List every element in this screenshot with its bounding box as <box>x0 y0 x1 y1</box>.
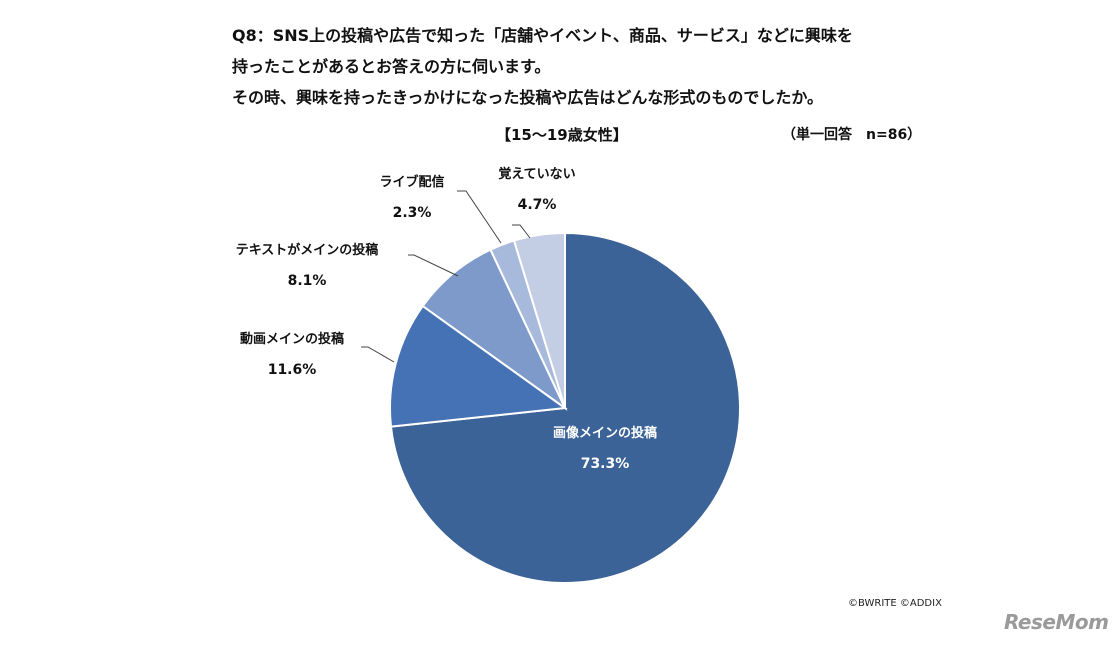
slice-value-label: 4.7% <box>518 197 557 213</box>
pie-slice <box>389 304 568 428</box>
question-line-3: その時、興味を持ったきっかけになった投稿や広告はどんな形式のものでしたか。 <box>232 88 824 107</box>
slice-value-label: 2.3% <box>393 205 432 221</box>
copyright-credit: ©BWRITE ©ADDIX <box>848 598 942 609</box>
pie-slice <box>512 231 566 409</box>
slice-label: 動画メインの投稿 <box>240 331 344 347</box>
slice-label: テキストがメインの投稿 <box>236 242 379 258</box>
leader-line <box>457 190 502 244</box>
resemom-logo: ReseMom <box>1004 610 1109 634</box>
chart-title: 【15～19歳女性】 <box>496 126 628 144</box>
question-line-1: Q8：SNS上の投稿や広告で知った「店舗やイベント、商品、サービス」などに興味を <box>232 26 853 45</box>
slice-value-label: 11.6% <box>268 362 317 378</box>
leader-line <box>361 346 395 363</box>
leader-line <box>512 224 531 239</box>
slice-value-label: 73.3% <box>581 456 630 472</box>
slice-value-label: 8.1% <box>288 273 327 289</box>
question-line-2: 持ったことがあるとお答えの方に伺います。 <box>232 57 551 76</box>
leader-line <box>408 254 459 277</box>
question-text: Q8：SNS上の投稿や広告で知った「店舗やイベント、商品、サービス」などに興味を… <box>232 20 992 113</box>
slice-label: 画像メインの投稿 <box>553 425 657 441</box>
sample-note: （単一回答 n=86） <box>782 127 922 143</box>
slice-label: ライブ配信 <box>379 174 444 190</box>
slice-label: 覚えていない <box>497 166 575 182</box>
